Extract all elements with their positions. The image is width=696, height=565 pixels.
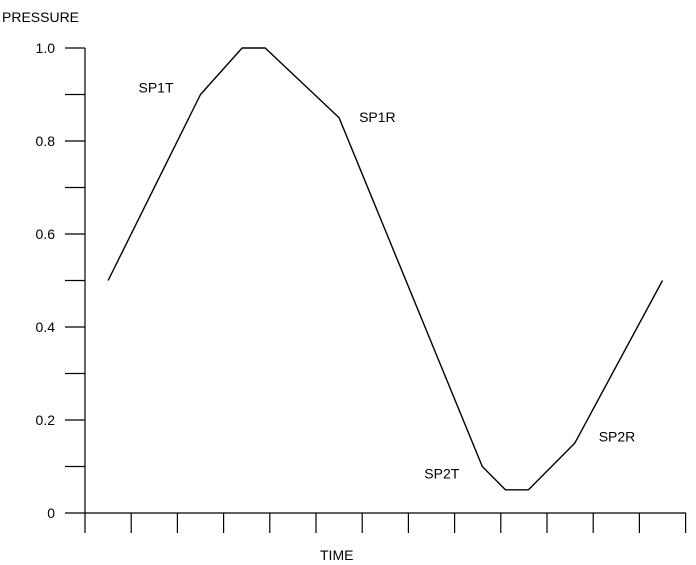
x-ticks bbox=[130, 513, 687, 533]
y-axis-label: PRESSURE bbox=[2, 9, 79, 25]
y-tick-label: 1.0 bbox=[36, 40, 56, 56]
annotation-label: SP1T bbox=[139, 80, 174, 96]
annotations: SP1T SP1R SP2T SP2R bbox=[139, 80, 636, 482]
annotation-label: SP2T bbox=[424, 466, 459, 482]
y-tick-label: 0.6 bbox=[36, 226, 56, 242]
y-tick-label: 0.4 bbox=[36, 319, 56, 335]
y-ticks: 0 0.2 0.4 0.6 0.8 1.0 bbox=[36, 40, 85, 521]
pressure-curve bbox=[107, 47, 664, 491]
x-axis-label: TIME bbox=[320, 547, 353, 563]
y-tick-label: 0.8 bbox=[36, 133, 56, 149]
annotation-label: SP2R bbox=[599, 428, 636, 444]
y-tick-label: 0 bbox=[47, 505, 55, 521]
y-tick-label: 0.2 bbox=[36, 412, 56, 428]
annotation-label: SP1R bbox=[359, 109, 396, 125]
